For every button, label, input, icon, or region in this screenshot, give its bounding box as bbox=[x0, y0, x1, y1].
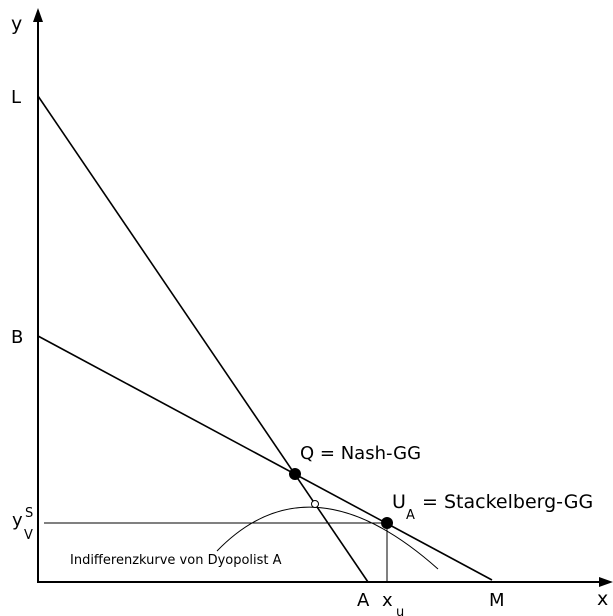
tangency-point bbox=[311, 500, 319, 508]
label-x-main: x bbox=[382, 590, 393, 611]
nash-equilibrium-point bbox=[289, 468, 301, 480]
line-B-M bbox=[37, 335, 493, 581]
stackelberg-label-rest: = Stackelberg-GG bbox=[416, 491, 593, 513]
x-axis-arrow bbox=[599, 577, 613, 587]
stackelberg-label-sub: A bbox=[406, 508, 415, 523]
indifference-curve bbox=[216, 506, 439, 570]
label-y-sub: V bbox=[24, 528, 33, 543]
indifference-curve-label: Indifferenzkurve von Dyopolist A bbox=[70, 553, 282, 568]
label-A: A bbox=[357, 590, 370, 611]
label-y-sup: S bbox=[25, 506, 33, 521]
label-L: L bbox=[11, 87, 21, 108]
x-axis-label: x bbox=[597, 588, 608, 610]
stackelberg-label-main: U bbox=[392, 491, 406, 513]
nash-label: Q = Nash-GG bbox=[300, 443, 421, 464]
line-L-A bbox=[37, 95, 369, 583]
label-M: M bbox=[489, 590, 505, 611]
stackelberg-equilibrium-point bbox=[381, 517, 393, 529]
label-B: B bbox=[11, 327, 23, 348]
y-axis-arrow bbox=[33, 8, 43, 22]
y-axis-label: y bbox=[11, 13, 22, 35]
label-y-main: y bbox=[12, 510, 23, 531]
label-x-sub: u bbox=[396, 605, 404, 616]
